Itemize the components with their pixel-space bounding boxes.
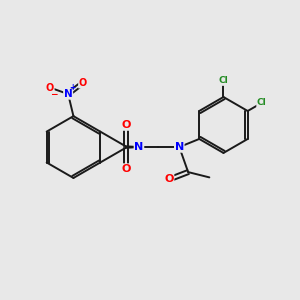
Text: N: N xyxy=(64,89,73,99)
Text: O: O xyxy=(121,164,130,174)
Text: +: + xyxy=(69,83,76,92)
Text: O: O xyxy=(79,78,87,88)
Text: N: N xyxy=(175,142,184,152)
Text: O: O xyxy=(46,82,54,93)
Text: Cl: Cl xyxy=(257,98,267,107)
Text: N: N xyxy=(134,142,144,152)
Text: O: O xyxy=(121,120,130,130)
Text: Cl: Cl xyxy=(219,76,228,85)
Text: O: O xyxy=(164,174,174,184)
Text: −: − xyxy=(50,90,57,99)
